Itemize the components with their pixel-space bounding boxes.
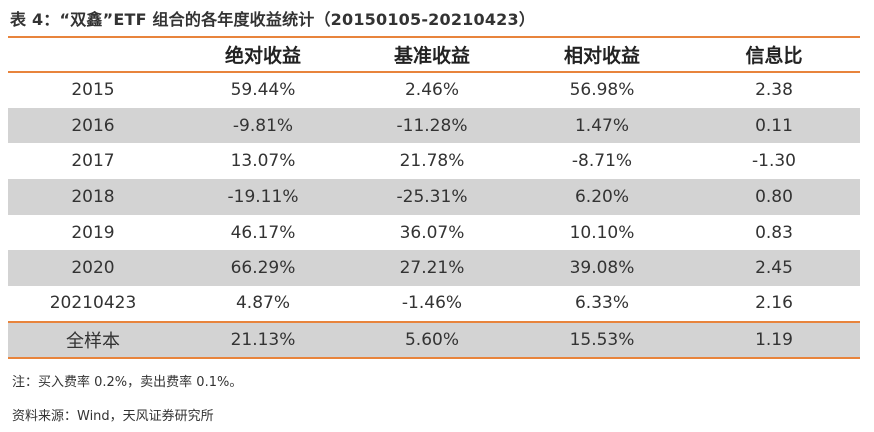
cell-relative-return: 15.53% [516,320,688,359]
cell-absolute-return: 4.87% [235,293,290,314]
cell-absolute-return: 59.44% [230,80,296,101]
source-note: 资料来源：Wind，天风证券研究所 [12,409,214,424]
cell-absolute-return: 21.13% [178,320,348,359]
cell-benchmark-return: 2.46% [404,80,459,101]
cell-information-ratio: 2.38 [755,80,793,101]
cell-relative-return: 6.33% [574,293,629,314]
cell-benchmark-return: -25.31% [348,179,516,215]
cell-absolute-return: 13.07% [230,151,296,172]
cell-information-ratio: 1.19 [688,320,860,359]
cell-relative-return: 56.98% [569,80,635,101]
cell-benchmark-return: 27.21% [348,250,516,287]
fee-note: 注：买入费率 0.2%，卖出费率 0.1%。 [12,375,243,390]
cell-relative-return: 6.20% [516,179,688,215]
cell-year: 2020 [8,250,178,287]
cell-benchmark-return: 36.07% [399,222,465,243]
header-year [8,36,178,73]
cell-year: 2019 [71,222,115,243]
cell-information-ratio: 2.16 [755,293,793,314]
cell-year: 20210423 [49,293,137,314]
table-row-summary: 全样本 21.13% 5.60% 15.53% 1.19 [8,320,860,359]
cell-absolute-return: -9.81% [178,107,348,144]
cell-information-ratio: 0.83 [755,222,793,243]
cell-absolute-return: 66.29% [178,250,348,287]
cell-year: 2018 [8,179,178,215]
cell-benchmark-return: -11.28% [348,107,516,144]
table-row: 2020 66.29% 27.21% 39.08% 2.45 [8,250,860,287]
table-title: 表 4：“双鑫”ETF 组合的各年度收益统计（20150105-20210423… [10,10,536,29]
table-row: 2019 46.17% 36.07% 10.10% 0.83 [8,215,860,251]
cell-information-ratio: 2.45 [688,250,860,287]
annual-returns-table: 绝对收益 基准收益 相对收益 信息比 2015 59.44% 2.46% 56.… [8,36,860,359]
cell-information-ratio: -1.30 [752,151,796,172]
cell-year: 2017 [71,151,115,172]
cell-benchmark-return: 21.78% [399,151,465,172]
cell-absolute-return: -19.11% [178,179,348,215]
cell-relative-return: 10.10% [569,222,635,243]
table-header-row: 绝对收益 基准收益 相对收益 信息比 [8,36,860,73]
cell-information-ratio: 0.80 [688,179,860,215]
cell-relative-return: 39.08% [516,250,688,287]
cell-benchmark-return: 5.60% [348,320,516,359]
cell-absolute-return: 46.17% [230,222,296,243]
header-relative-return: 相对收益 [516,36,688,73]
header-benchmark-return: 基准收益 [348,36,516,73]
cell-relative-return: 1.47% [516,107,688,144]
cell-information-ratio: 0.11 [688,107,860,144]
cell-year: 2016 [8,107,178,144]
header-information-ratio: 信息比 [688,36,860,73]
cell-benchmark-return: -1.46% [401,293,463,314]
table-row: 20210423 4.87% -1.46% 6.33% 2.16 [8,286,860,322]
table-row: 2016 -9.81% -11.28% 1.47% 0.11 [8,107,860,144]
table-row: 2017 13.07% 21.78% -8.71% -1.30 [8,143,860,179]
table-row: 2015 59.44% 2.46% 56.98% 2.38 [8,72,860,108]
cell-year: 全样本 [8,320,178,359]
table-row: 2018 -19.11% -25.31% 6.20% 0.80 [8,179,860,215]
cell-relative-return: -8.71% [571,151,633,172]
cell-year: 2015 [71,80,115,101]
header-absolute-return: 绝对收益 [178,36,348,73]
